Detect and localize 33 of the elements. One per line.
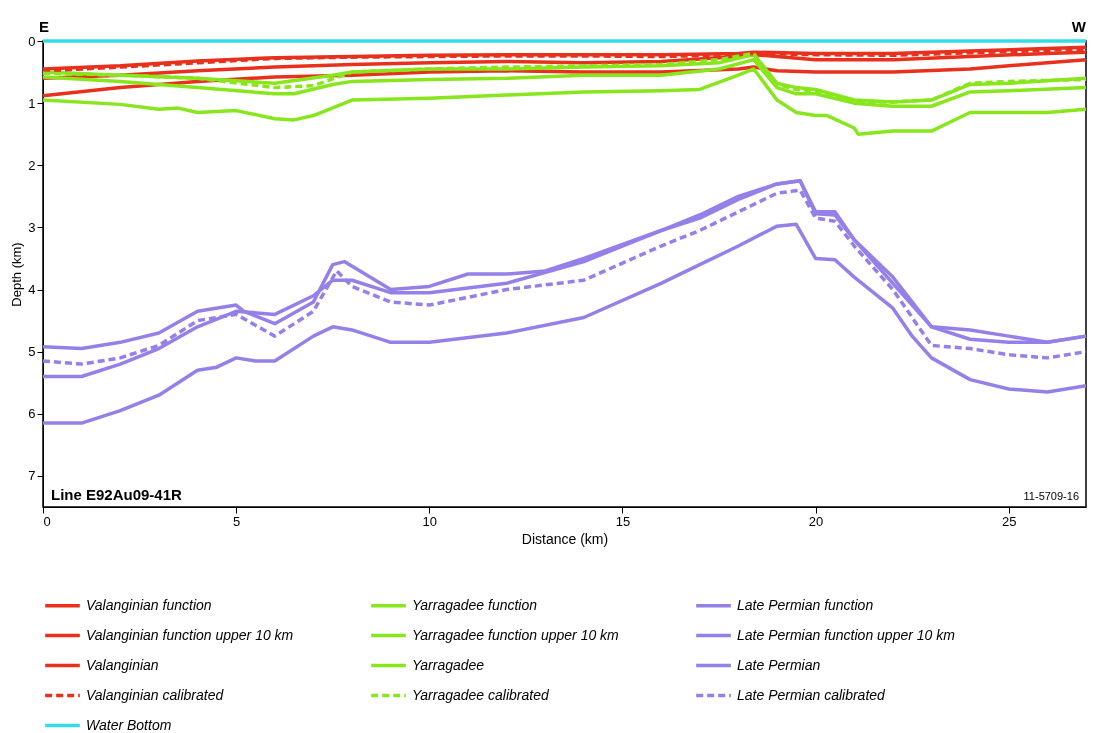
y-tick-label: 3: [28, 219, 36, 235]
y-tick-label: 7: [28, 468, 36, 484]
legend-label: Valanginian function: [86, 596, 212, 613]
legend-label: Valanginian calibrated: [86, 686, 225, 703]
x-tick-label: 15: [615, 513, 631, 529]
x-tick-label: 0: [43, 513, 51, 529]
legend-label: Late Permian function: [737, 596, 874, 613]
y-tick-label: 6: [28, 406, 36, 422]
text: W: [1071, 18, 1087, 35]
legend-label: Late Permian: [737, 656, 821, 673]
legend-label: Water Bottom: [86, 716, 172, 733]
legend-label: Valanginian function upper 10 km: [86, 626, 294, 643]
y-axis-title: Depth (km): [9, 242, 25, 307]
y-tick-label: 2: [28, 157, 36, 173]
text: E: [39, 18, 50, 35]
legend-label: Yarragadee calibrated: [412, 686, 550, 703]
annotation: 11-5709-16: [1023, 490, 1079, 502]
y-tick-label: 5: [28, 344, 36, 360]
x-axis-title: Distance (km): [521, 530, 609, 547]
annotation: Line E92Au09-41R: [51, 486, 183, 503]
x-tick-label: 20: [808, 513, 824, 529]
y-tick-label: 0: [28, 33, 36, 49]
y-tick-label: 1: [28, 95, 36, 111]
x-tick-label: 10: [422, 513, 438, 529]
x-tick-label: 25: [1002, 513, 1017, 529]
legend-label: Valanginian: [86, 656, 159, 673]
x-tick-label: 5: [233, 513, 241, 529]
legend-label: Yarragadee: [412, 656, 485, 673]
legend-label: Late Permian calibrated: [737, 686, 887, 703]
legend-label: Yarragadee function: [412, 596, 538, 613]
legend-label: Yarragadee function upper 10 km: [412, 626, 620, 643]
y-tick-label: 4: [28, 282, 36, 298]
legend-label: Late Permian function upper 10 km: [737, 626, 956, 643]
